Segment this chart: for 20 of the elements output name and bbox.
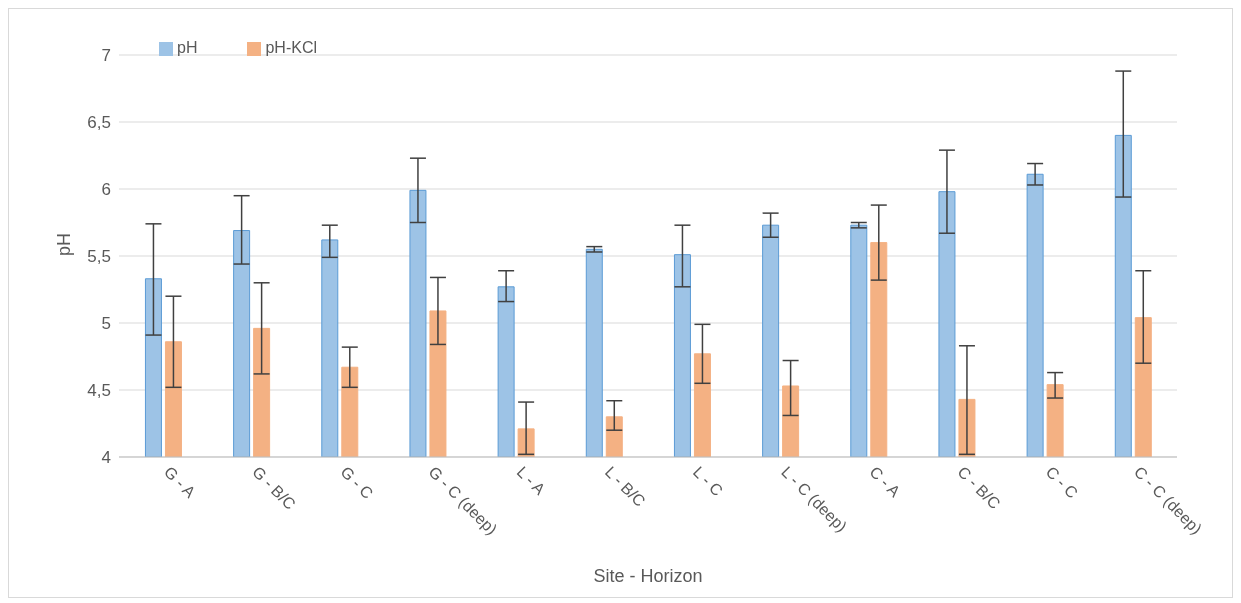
y-tick-label: 7 <box>101 46 111 66</box>
y-tick-label: 5,5 <box>87 247 111 267</box>
x-tick-label: G - C <box>337 463 377 503</box>
x-tick-label: L - A <box>513 463 549 499</box>
y-tick-label: 5 <box>101 314 111 334</box>
x-tick-label: G - A <box>160 463 199 502</box>
legend-label: pH <box>177 39 198 56</box>
x-tick-label: G - B/C <box>249 463 299 513</box>
x-tick-label: C - C <box>1042 463 1082 502</box>
y-tick-label: 6 <box>101 180 111 200</box>
y-tick-label: 4,5 <box>87 381 111 401</box>
x-tick-label: C - A <box>866 463 904 501</box>
y-tick-label: 4 <box>101 448 111 468</box>
x-tick-label: L - B/C <box>601 463 649 510</box>
x-tick-label: C - B/C <box>954 463 1004 513</box>
legend-label: pH-KCl <box>265 39 318 56</box>
y-axis-title: pH <box>54 232 75 256</box>
x-axis-title: Site - Horizon <box>593 566 703 586</box>
y-tick-label: 6,5 <box>87 113 111 133</box>
x-tick-label: L - C <box>689 463 727 500</box>
